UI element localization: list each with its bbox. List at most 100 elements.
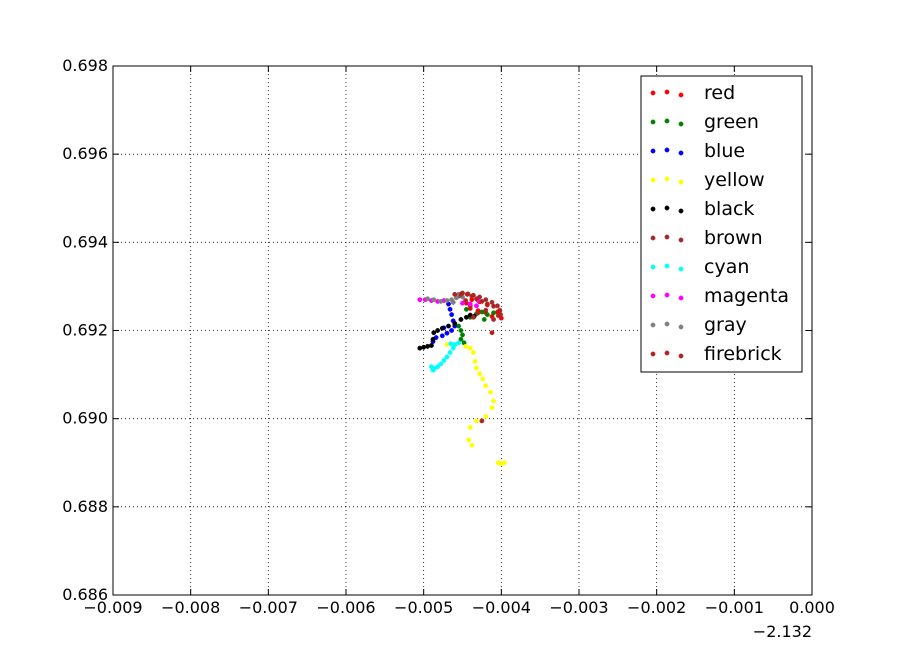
data-point-black: [431, 330, 437, 336]
x-tick-label: −0.005: [394, 598, 453, 617]
legend-marker-yellow: [664, 176, 670, 182]
data-point-yellow: [483, 414, 489, 419]
y-tick-label: 0.686: [62, 585, 108, 604]
data-point-cyan: [456, 340, 462, 346]
data-point-black: [430, 336, 436, 342]
data-point-green: [484, 312, 490, 318]
data-point-firebrick: [458, 291, 464, 297]
legend-marker-brown: [664, 234, 670, 240]
data-point-yellow: [463, 343, 469, 349]
legend-marker-brown: [650, 235, 656, 241]
data-point-green: [491, 310, 496, 316]
data-point-cyan: [438, 361, 444, 367]
x-offset-label: −2.132: [753, 622, 812, 641]
data-point-brown: [483, 297, 489, 303]
data-point-blue: [444, 330, 450, 336]
legend-marker-green: [650, 119, 656, 125]
legend-marker-gray: [650, 322, 656, 328]
data-point-blue: [449, 312, 455, 318]
y-tick-label: 0.696: [62, 144, 108, 163]
data-point-blue: [439, 333, 445, 339]
data-point-gray: [438, 299, 444, 304]
data-point-green: [460, 332, 465, 338]
data-point-firebrick: [491, 303, 496, 309]
legend-marker-blue: [664, 147, 670, 153]
data-point-firebrick: [469, 293, 475, 299]
data-point-cyan: [430, 367, 436, 373]
data-point-cyan: [444, 354, 450, 360]
data-point-firebrick: [479, 418, 485, 424]
data-point-black: [429, 343, 434, 348]
data-point-black: [458, 317, 464, 322]
legend-marker-green: [678, 121, 684, 127]
data-point-yellow: [444, 342, 450, 348]
data-point-green: [481, 317, 487, 322]
legend-label-cyan: cyan: [704, 256, 749, 278]
x-tick-label: 0.000: [789, 598, 835, 617]
y-tick-label: 0.698: [62, 56, 108, 75]
legend-label-brown: brown: [704, 227, 763, 249]
legend-marker-magenta: [678, 295, 684, 301]
data-point-cyan: [441, 358, 447, 363]
data-point-firebrick: [498, 312, 503, 318]
legend-label-yellow: yellow: [704, 169, 765, 191]
data-point-yellow: [474, 365, 479, 371]
legend-marker-red: [664, 89, 670, 95]
data-point-yellow: [470, 350, 476, 355]
data-points: [417, 290, 507, 467]
data-point-brown: [463, 298, 469, 303]
data-point-firebrick: [474, 296, 479, 302]
data-point-gray: [425, 296, 430, 302]
data-point-firebrick: [497, 308, 503, 314]
data-point-black: [439, 325, 445, 331]
data-point-firebrick: [452, 291, 458, 297]
y-tick-label: 0.688: [62, 497, 108, 516]
data-point-magenta: [474, 303, 479, 309]
x-tick-label: −0.003: [549, 598, 608, 617]
legend-marker-magenta: [664, 292, 670, 298]
legend-marker-brown: [678, 237, 684, 243]
legend-marker-magenta: [650, 293, 656, 299]
data-point-yellow: [477, 371, 482, 377]
data-point-green: [463, 306, 469, 312]
data-point-gray: [444, 298, 450, 303]
x-tick-label: −0.006: [316, 598, 375, 617]
x-tick-label: −0.002: [627, 598, 686, 617]
data-point-yellow: [489, 405, 495, 411]
data-point-firebrick: [484, 301, 490, 307]
data-point-black: [452, 321, 458, 326]
data-point-gray: [450, 299, 456, 305]
data-point-yellow: [474, 418, 479, 424]
data-point-brown: [489, 299, 495, 305]
x-tick-label: −0.004: [472, 598, 531, 617]
data-point-yellow: [483, 383, 489, 389]
legend-label-firebrick: firebrick: [704, 343, 782, 365]
data-point-yellow: [488, 389, 493, 395]
legend-marker-yellow: [650, 177, 656, 183]
data-point-magenta: [417, 297, 423, 303]
data-point-black: [421, 344, 427, 350]
legend-marker-black: [650, 206, 656, 212]
data-point-green: [458, 336, 464, 342]
data-point-magenta: [460, 300, 465, 306]
legend-label-magenta: magenta: [704, 285, 789, 307]
data-point-yellow: [467, 425, 473, 430]
legend-label-green: green: [704, 111, 759, 133]
data-point-firebrick: [475, 310, 481, 316]
x-tick-label: −0.008: [161, 598, 220, 617]
data-point-yellow: [467, 345, 473, 351]
legend-marker-black: [664, 205, 670, 211]
legend-marker-gray: [678, 324, 684, 330]
data-point-firebrick: [483, 307, 489, 313]
data-point-cyan: [450, 345, 456, 351]
legend-marker-cyan: [650, 264, 656, 270]
data-point-yellow: [469, 442, 475, 448]
legend-marker-blue: [650, 148, 656, 154]
legend-box: [640, 75, 803, 373]
data-point-blue: [447, 306, 453, 312]
legend-marker-green: [664, 118, 670, 124]
legend-marker-red: [650, 90, 656, 96]
y-tick-label: 0.692: [62, 321, 108, 340]
data-point-black: [425, 343, 430, 349]
legend: red green blue yellow black brown cyan magenta g…: [640, 75, 803, 373]
